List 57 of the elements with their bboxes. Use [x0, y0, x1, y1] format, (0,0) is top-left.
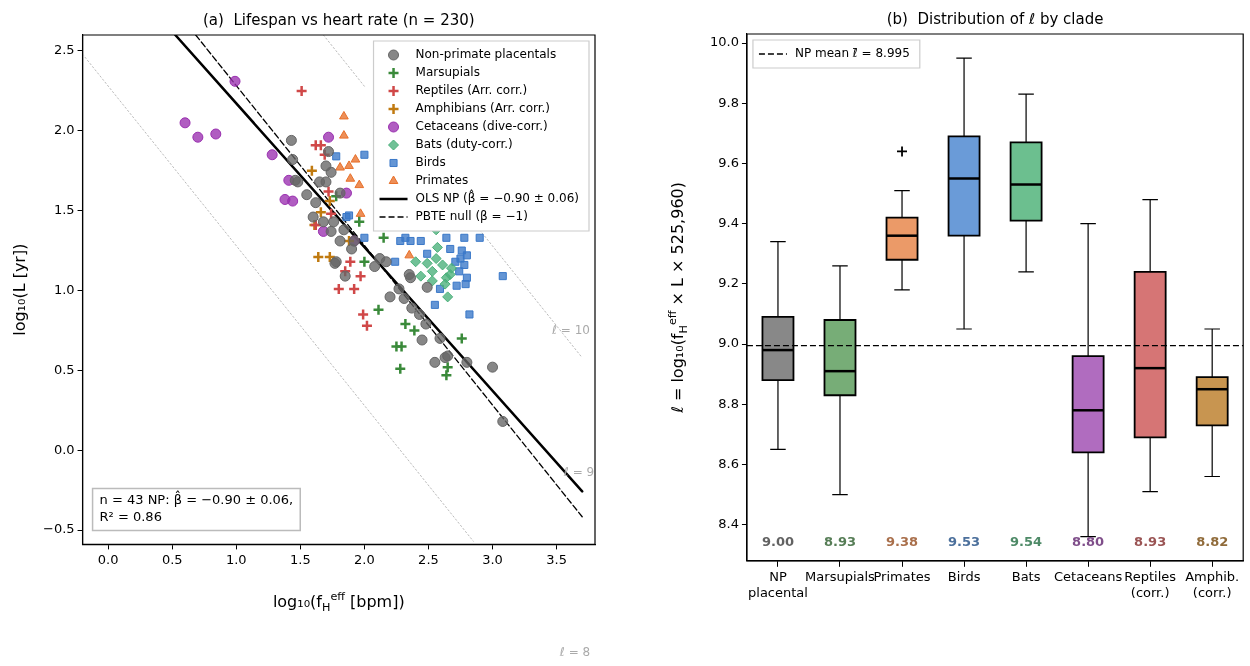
y-tick-label: 10.0 — [709, 34, 739, 50]
text: 8.82 — [1196, 534, 1229, 550]
chart-title: (a) Lifespan vs heart rate (n = 230) — [202, 10, 475, 29]
x-tick-label: 0.0 — [97, 551, 119, 567]
text: 8.93 — [1134, 534, 1167, 550]
legend-label: Birds — [415, 155, 446, 170]
annotation: ℓ = 9 — [562, 465, 595, 480]
x-tick-label: 3.5 — [546, 551, 567, 567]
text: 9.54 — [1010, 534, 1043, 550]
y-tick-label: 9.0 — [718, 335, 739, 351]
legend-label: NP mean ℓ̄ = 8.995 — [794, 46, 910, 61]
legend-label: Amphibians (Arr. corr.) — [415, 101, 551, 116]
x-tick-label: 0.5 — [161, 551, 183, 567]
y-tick-label: 1.0 — [53, 281, 75, 297]
x-tick-label: 3.0 — [482, 551, 503, 567]
x-tick-label: Reptiles (corr.) — [1124, 568, 1177, 600]
legend-label: Primates — [415, 173, 469, 188]
y-tick-label: 8.4 — [718, 516, 739, 532]
y-tick-label: 8.6 — [718, 455, 739, 471]
x-tick-label: Birds — [947, 568, 981, 584]
legend-label: Bats (duty-corr.) — [415, 137, 513, 152]
legend-label: OLS NP (β̂ = −0.90 ± 0.06) — [415, 188, 580, 206]
text: ℓ = 8 — [558, 644, 591, 659]
y-tick-label: 9.4 — [718, 215, 739, 231]
y-axis-title: log₁₀(L [yr]) — [9, 243, 29, 336]
x-tick-label: 1.0 — [225, 551, 247, 567]
text: 9.38 — [885, 534, 919, 550]
y-tick-label: 8.8 — [718, 395, 739, 411]
y-tick-label: 0.5 — [53, 361, 75, 377]
annotation: ℓ = 10 — [551, 322, 590, 337]
legend-label: Cetaceans (dive-corr.) — [415, 119, 548, 134]
y-tick-label: 9.8 — [718, 94, 739, 110]
legend-label: Non-primate placentals — [415, 47, 557, 62]
legend-label: PBTE null (β = −1) — [415, 209, 528, 224]
x-tick-label: 2.0 — [354, 551, 375, 567]
x-tick-label: 1.5 — [290, 551, 311, 567]
y-tick-label: 2.5 — [53, 42, 75, 58]
y-tick-label: 2.0 — [53, 122, 75, 138]
y-tick-label: 9.6 — [718, 154, 739, 170]
legend-label: Reptiles (Arr. corr.) — [415, 83, 528, 98]
x-tick-label: Primates — [873, 568, 931, 584]
annotation: n = 43 NP: β̂ = −0.90 ± 0.06, R² = 0.86 — [99, 490, 294, 524]
legend-label: Marsupials — [415, 65, 480, 80]
x-tick-label: Amphib. (corr.) — [1185, 568, 1240, 600]
y-tick-label: 9.2 — [718, 275, 739, 291]
text: 8.93 — [823, 534, 857, 550]
y-axis-title: ℓ = log₁₀(fHeff × L × 525,960) — [666, 182, 691, 414]
x-tick-label: 2.5 — [418, 551, 439, 567]
chart-title: (b) Distribution of ℓ by clade — [886, 9, 1104, 28]
y-tick-label: 0.0 — [53, 441, 75, 457]
x-tick-label: Cetaceans — [1053, 568, 1123, 584]
text: 9.00 — [761, 534, 794, 550]
x-tick-label: Bats — [1011, 568, 1041, 584]
y-tick-label: 1.5 — [53, 202, 75, 218]
y-tick-label: −0.5 — [42, 521, 75, 537]
text: 8.80 — [1072, 534, 1105, 550]
text: 9.53 — [948, 534, 981, 550]
